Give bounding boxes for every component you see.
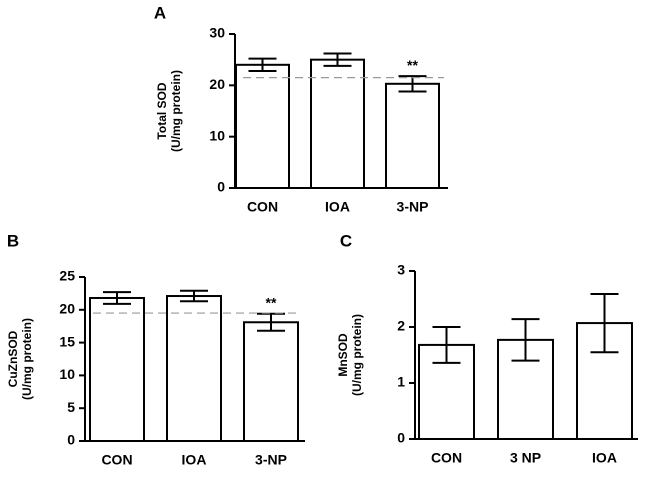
y-tick-label: 10 <box>59 366 75 382</box>
y-tick-label: 5 <box>67 399 75 415</box>
bar <box>385 82 440 189</box>
y-tick-label: 1 <box>397 374 405 390</box>
error-bar <box>103 291 131 305</box>
error-bar <box>257 312 285 332</box>
x-tick-label: 3 NP <box>510 450 541 466</box>
bar <box>89 296 145 442</box>
annotation: ** <box>266 294 277 310</box>
y-tick-label: 10 <box>209 127 225 143</box>
bar <box>235 63 290 189</box>
panel-label: A <box>154 3 166 22</box>
bar <box>243 321 299 443</box>
y-tick-label: 3 <box>397 262 405 278</box>
y-tick-label: 20 <box>209 76 225 92</box>
error-bar <box>248 57 277 72</box>
x-tick-label: CON <box>101 452 132 468</box>
error-bar <box>590 292 619 354</box>
x-tick-label: 3-NP <box>397 199 429 215</box>
x-tick-label: CON <box>431 450 462 466</box>
bar <box>166 295 222 442</box>
y-tick-label: 0 <box>397 430 405 446</box>
y-tick-label: 20 <box>59 301 75 317</box>
error-bar <box>432 326 461 364</box>
error-bar <box>180 289 208 303</box>
y-axis-label: MnSOD <box>336 333 350 377</box>
bar <box>310 58 365 189</box>
x-tick-label: IOA <box>325 199 350 215</box>
panel-label: C <box>340 231 352 250</box>
y-tick-label: 25 <box>59 268 75 284</box>
error-bar <box>323 52 352 67</box>
y-tick-label: 0 <box>67 432 75 448</box>
x-tick-label: CON <box>247 199 278 215</box>
y-axis-label: (U/mg protein) <box>169 70 183 152</box>
y-tick-label: 15 <box>59 333 75 349</box>
y-tick-label: 2 <box>397 318 405 334</box>
x-tick-label: IOA <box>182 452 207 468</box>
y-axis-label: (U/mg protein) <box>350 314 364 396</box>
y-axis-label: (U/mg protein) <box>20 318 34 400</box>
annotation: ** <box>407 57 418 73</box>
error-bar <box>511 318 540 362</box>
panel-label: B <box>7 231 19 250</box>
y-axis-label: Total SOD <box>155 82 169 139</box>
x-tick-label: IOA <box>592 450 617 466</box>
error-bar <box>398 75 427 93</box>
x-tick-label: 3-NP <box>255 452 287 468</box>
y-axis-label: CuZnSOD <box>6 330 20 387</box>
y-tick-label: 0 <box>217 179 225 195</box>
y-tick-label: 30 <box>209 25 225 41</box>
